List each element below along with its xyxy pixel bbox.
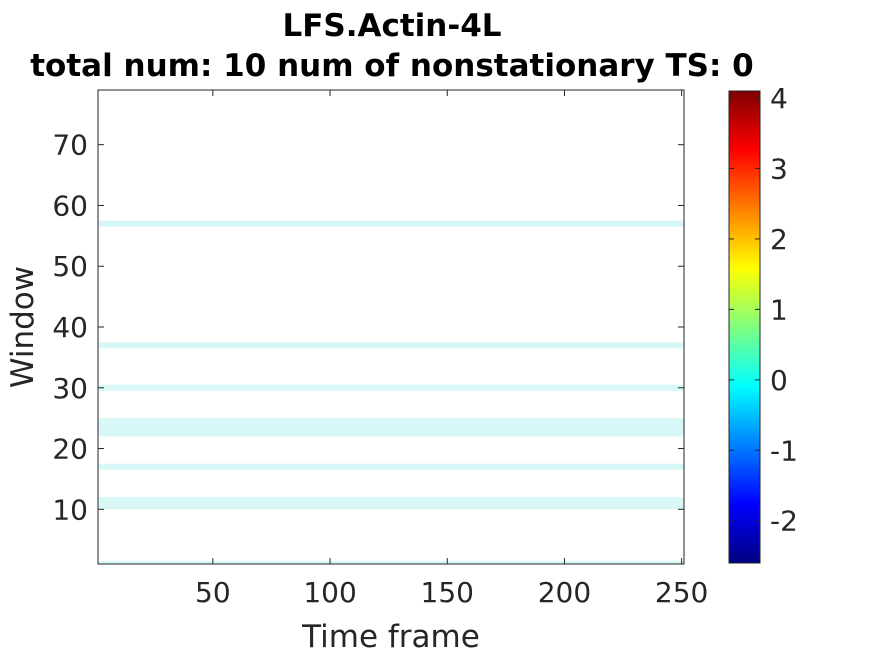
x-tick-label: 200 [538, 576, 591, 609]
colorbar-ticks: -2 -1 0 1 2 3 4 [729, 82, 798, 538]
heatmap-band-6 [98, 342, 684, 349]
plot-background [98, 90, 684, 564]
colorbar-tick-label: -1 [770, 434, 798, 467]
x-tick-label: 150 [421, 576, 474, 609]
colorbar-gradient [728, 90, 761, 564]
colorbar-tick-label: 0 [770, 364, 788, 397]
heatmap-band-7 [98, 220, 684, 227]
colorbar-tick-label: 3 [770, 152, 788, 185]
colorbar-tick-label: 4 [770, 82, 788, 115]
y-tick-label: 40 [52, 311, 88, 344]
colorbar-tick-label: 1 [770, 293, 788, 326]
x-axis-ticks: 50 100 150 200 250 [195, 90, 708, 609]
x-tick-label: 50 [195, 576, 231, 609]
heatmap-band-1 [98, 560, 684, 564]
y-tick-label: 60 [52, 189, 88, 222]
heatmap-bands [98, 220, 684, 564]
x-tick-label: 100 [303, 576, 356, 609]
heatmap-band-2 [98, 497, 684, 510]
colorbar-tick-label: 2 [770, 223, 788, 256]
heatmap-band-5 [98, 384, 684, 391]
y-tick-label: 50 [52, 250, 88, 283]
colorbar-tick-label: -2 [770, 505, 798, 538]
y-axis-label: Window [5, 266, 41, 388]
y-tick-label: 30 [52, 372, 88, 405]
heatmap-band-3 [98, 463, 684, 470]
chart-title-line1: LFS.Actin-4L [282, 8, 501, 44]
y-tick-label: 20 [52, 433, 88, 466]
y-axis-ticks: 10 20 30 40 50 60 70 [52, 129, 684, 526]
heatmap-band-4 [98, 418, 684, 437]
chart-title-line2: total num: 10 num of nonstationary TS: 0 [30, 48, 754, 84]
colorbar: -2 -1 0 1 2 3 4 [728, 82, 798, 564]
x-tick-label: 250 [655, 576, 708, 609]
y-tick-label: 10 [52, 493, 88, 526]
plot-area: 50 100 150 200 250 10 20 30 40 50 60 70 [52, 89, 708, 609]
x-axis-label: Time frame [301, 619, 480, 655]
y-tick-label: 70 [52, 129, 88, 162]
